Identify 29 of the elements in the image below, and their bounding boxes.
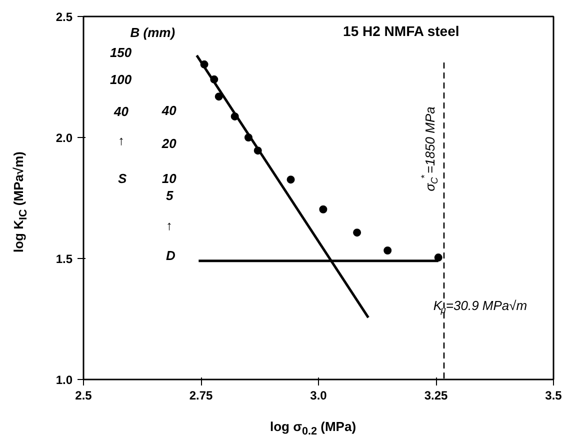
y-tick-label: 2.0 xyxy=(56,131,73,145)
annotation: 5 xyxy=(166,188,174,204)
x-tick-label: 2.5 xyxy=(75,388,92,402)
x-tick-label: 3.0 xyxy=(310,388,328,402)
annotation: D xyxy=(166,248,176,264)
annotation: B (mm) xyxy=(130,24,176,40)
x-axis-title: log σ$_{0.2}$ (MPa) xyxy=(268,418,358,437)
annotation: 100 xyxy=(110,72,132,87)
annotation: 40 xyxy=(112,104,130,120)
annotation: 10 xyxy=(162,171,178,186)
annotation: ↑ xyxy=(166,218,172,234)
annotation: ↑ xyxy=(118,132,125,148)
x-tick-label: 2.75 xyxy=(189,388,214,402)
point xyxy=(214,92,223,101)
x-tick-label: 3.25 xyxy=(424,388,448,402)
point xyxy=(286,176,295,184)
y-tick-label: 1.5 xyxy=(56,252,73,266)
annotation: 20 xyxy=(160,136,178,152)
annotation: S xyxy=(118,171,128,186)
x-tick-label: 3.5 xyxy=(545,388,562,402)
annotation: 40 xyxy=(160,102,178,118)
point xyxy=(319,205,328,214)
point xyxy=(353,228,362,237)
point xyxy=(384,246,392,255)
annotation: 15 H2 NMFA steel xyxy=(343,23,460,40)
y-tick-label: 1.0 xyxy=(56,373,73,387)
annotation: σC*=1850 MPa xyxy=(418,106,440,192)
annotation: 150 xyxy=(110,45,132,60)
y-tick-label: 2.5 xyxy=(56,10,73,24)
